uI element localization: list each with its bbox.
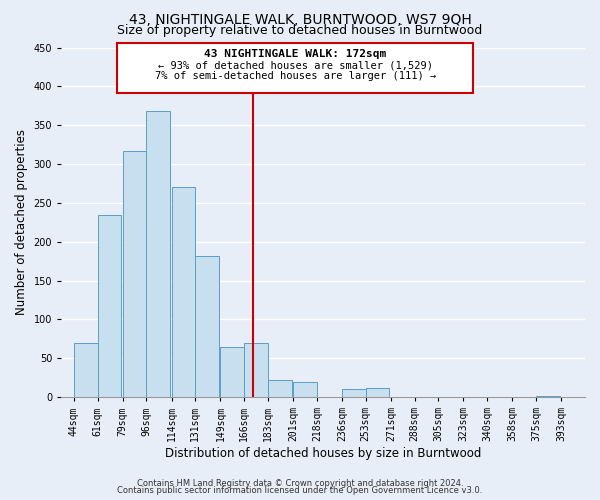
FancyBboxPatch shape — [117, 43, 473, 92]
Text: Size of property relative to detached houses in Burntwood: Size of property relative to detached ho… — [118, 24, 482, 37]
Text: Contains public sector information licensed under the Open Government Licence v3: Contains public sector information licen… — [118, 486, 482, 495]
Bar — [244, 343, 268, 397]
Bar — [536, 396, 560, 397]
X-axis label: Distribution of detached houses by size in Burntwood: Distribution of detached houses by size … — [165, 447, 481, 460]
Bar — [146, 112, 170, 397]
Text: 7% of semi-detached houses are larger (111) →: 7% of semi-detached houses are larger (1… — [155, 71, 436, 81]
Bar — [366, 388, 389, 397]
Bar — [122, 151, 146, 397]
Bar — [98, 214, 121, 397]
Bar — [293, 382, 317, 397]
Y-axis label: Number of detached properties: Number of detached properties — [15, 130, 28, 316]
Text: 43 NIGHTINGALE WALK: 172sqm: 43 NIGHTINGALE WALK: 172sqm — [204, 49, 386, 59]
Bar — [220, 346, 244, 397]
Text: 43, NIGHTINGALE WALK, BURNTWOOD, WS7 9QH: 43, NIGHTINGALE WALK, BURNTWOOD, WS7 9QH — [128, 12, 472, 26]
Bar — [268, 380, 292, 397]
Text: Contains HM Land Registry data © Crown copyright and database right 2024.: Contains HM Land Registry data © Crown c… — [137, 478, 463, 488]
Bar — [195, 256, 219, 397]
Bar — [172, 188, 195, 397]
Bar — [74, 343, 98, 397]
Text: ← 93% of detached houses are smaller (1,529): ← 93% of detached houses are smaller (1,… — [158, 60, 433, 70]
Bar — [342, 390, 366, 397]
